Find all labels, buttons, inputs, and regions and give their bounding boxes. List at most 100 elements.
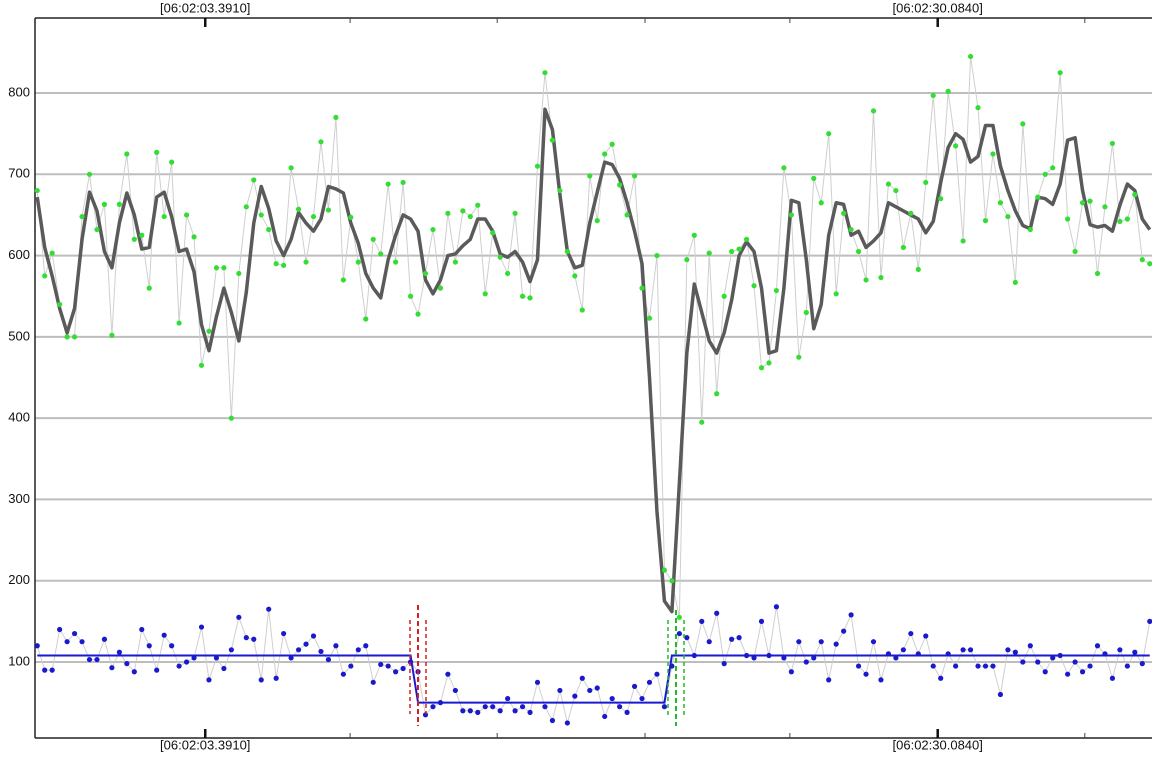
point (183, 212, 190, 218)
y-tick-label: 600 (8, 247, 30, 262)
point (1117, 647, 1123, 653)
point (990, 151, 996, 157)
point (497, 708, 503, 714)
point (564, 720, 570, 726)
point (400, 665, 406, 672)
point (176, 663, 182, 669)
point (258, 212, 264, 218)
point (475, 709, 481, 715)
point (893, 187, 899, 194)
point (990, 663, 996, 669)
x-tick-label: [06:02:03.3910] (160, 737, 250, 752)
point (86, 656, 93, 663)
point (676, 630, 682, 637)
point (370, 679, 376, 685)
point (960, 238, 966, 244)
point (407, 293, 414, 299)
point (1132, 649, 1138, 655)
point (669, 663, 675, 669)
point (975, 663, 981, 669)
x-tick-label: [06:02:30.0840] (893, 737, 983, 752)
point (94, 226, 100, 233)
point (826, 131, 832, 137)
point (42, 273, 48, 279)
point (378, 661, 384, 668)
point (116, 649, 122, 655)
point (900, 244, 906, 251)
point (310, 213, 317, 220)
point (758, 618, 765, 624)
point (751, 283, 757, 289)
point (437, 285, 444, 291)
point (169, 159, 175, 165)
point (527, 709, 533, 715)
point (393, 259, 399, 265)
point (79, 639, 85, 645)
point (729, 636, 735, 642)
point (295, 206, 302, 212)
point (527, 295, 533, 301)
point (982, 663, 989, 669)
point (534, 163, 541, 169)
point (841, 210, 847, 216)
point (549, 137, 556, 143)
point (885, 651, 892, 657)
point (1109, 140, 1116, 147)
point (945, 88, 951, 94)
point (139, 626, 145, 633)
point (124, 151, 130, 157)
point (930, 92, 936, 99)
point (811, 655, 817, 661)
point (564, 248, 570, 255)
point (512, 210, 518, 216)
point (1102, 204, 1108, 210)
point (281, 262, 287, 268)
point (661, 704, 668, 710)
point (34, 643, 40, 649)
point (1035, 194, 1041, 200)
point (57, 626, 63, 633)
point (915, 266, 921, 273)
point (154, 149, 160, 155)
point (1035, 659, 1041, 665)
point (534, 679, 541, 685)
point (1079, 669, 1086, 675)
point (818, 639, 824, 645)
point (221, 665, 227, 672)
point (42, 667, 48, 673)
point (758, 365, 765, 371)
point (1050, 165, 1056, 171)
point (587, 687, 593, 694)
point (870, 639, 877, 645)
point (602, 151, 608, 157)
point (1027, 226, 1033, 233)
point (385, 181, 391, 187)
point (557, 187, 563, 194)
point (1132, 192, 1138, 198)
point (714, 391, 720, 397)
point (228, 647, 234, 653)
point (400, 179, 406, 186)
point (213, 655, 220, 661)
point (699, 618, 705, 624)
point (236, 270, 242, 277)
point (1147, 261, 1152, 267)
point (467, 213, 473, 220)
point (945, 651, 951, 657)
point (1117, 218, 1123, 225)
smoothed-line (35, 107, 1152, 614)
point (631, 173, 638, 179)
point (967, 53, 974, 60)
point (57, 301, 63, 307)
point (669, 578, 675, 584)
point (542, 704, 548, 710)
point (1124, 216, 1130, 222)
point (109, 332, 115, 338)
point (967, 647, 974, 653)
point (378, 251, 384, 257)
point (183, 659, 190, 665)
point (781, 165, 787, 171)
point (49, 667, 55, 673)
point (811, 175, 817, 181)
point (602, 713, 608, 720)
